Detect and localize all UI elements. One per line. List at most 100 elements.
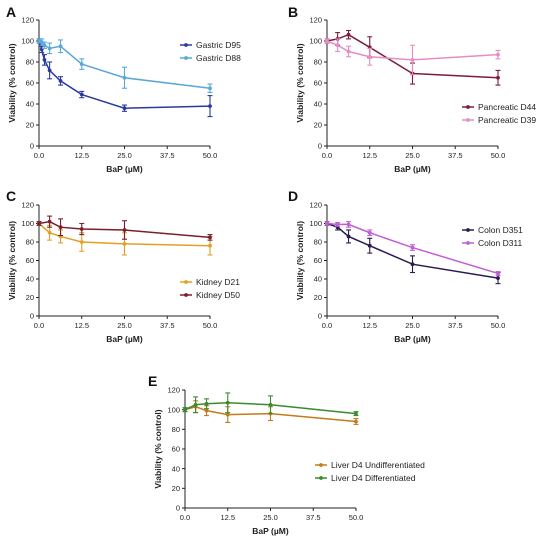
y-tick-label: 120 — [309, 201, 322, 210]
x-tick-label: 50.0 — [203, 151, 218, 160]
y-axis-label: Viability (% control) — [295, 221, 305, 300]
panel-label: B — [288, 4, 298, 20]
data-point — [58, 44, 63, 49]
data-point — [268, 402, 273, 407]
data-point — [496, 271, 500, 276]
legend-label: Gastric D88 — [196, 53, 241, 63]
data-point — [496, 52, 500, 57]
x-tick-label: 25.0 — [405, 321, 420, 330]
data-point — [208, 86, 212, 91]
data-point — [325, 221, 329, 226]
x-tick-label: 37.5 — [160, 321, 175, 330]
legend-marker — [184, 293, 188, 297]
chart-panel-c: C 0 20 40 60 80 100 120 0.0 12.5 25.0 37.5 50.0 BaP (… — [6, 188, 240, 344]
legend: Liver D4 Undifferentiated Liver D4 Differ… — [315, 460, 425, 483]
x-tick-label: 25.0 — [405, 151, 420, 160]
data-point — [122, 75, 127, 80]
x-tick-label: 12.5 — [362, 151, 377, 160]
data-point — [204, 408, 209, 413]
y-tick-label: 20 — [314, 121, 322, 130]
data-point — [346, 222, 351, 227]
data-point — [79, 92, 84, 97]
x-axis-label: BaP (µM) — [252, 526, 289, 536]
data-point — [354, 419, 358, 424]
x-tick-label: 25.0 — [117, 151, 132, 160]
legend-label: Pancreatic D44 — [478, 102, 536, 112]
y-tick-label: 20 — [314, 293, 322, 302]
y-tick-label: 100 — [21, 219, 34, 228]
data-point — [346, 234, 351, 239]
panel-label: D — [288, 188, 298, 204]
x-axis-label: BaP (µM) — [106, 334, 143, 344]
y-tick-label: 60 — [314, 256, 322, 265]
legend-label: Liver D4 Differentiated — [331, 473, 416, 483]
y-tick-label: 0 — [30, 312, 34, 321]
data-point — [335, 43, 340, 48]
y-tick-label: 80 — [26, 238, 34, 247]
data-point — [37, 221, 41, 226]
y-tick-label: 120 — [21, 16, 34, 25]
legend-marker — [184, 43, 188, 47]
y-axis-label: Viability (% control) — [7, 43, 17, 122]
x-axis-label: BaP (µM) — [394, 164, 431, 174]
y-tick-label: 40 — [26, 100, 34, 109]
legend-marker — [466, 241, 470, 245]
y-axis-label: Viability (% control) — [7, 221, 17, 300]
legend-marker — [319, 476, 323, 480]
legend-marker — [184, 56, 188, 60]
data-point — [79, 62, 84, 66]
y-tick-label: 0 — [318, 142, 322, 151]
y-axis-label: Viability (% control) — [153, 409, 163, 488]
data-point — [208, 243, 212, 248]
x-tick-label: 50.0 — [203, 321, 218, 330]
legend-label: Kidney D50 — [196, 290, 240, 300]
legend: Colon D351 Colon D311 — [462, 225, 523, 248]
y-tick-label: 60 — [26, 256, 34, 265]
data-point — [496, 75, 500, 80]
x-axis-label: BaP (µM) — [106, 164, 143, 174]
data-point — [367, 54, 372, 59]
data-point — [496, 276, 500, 280]
data-point — [204, 401, 209, 406]
legend-marker — [466, 118, 470, 122]
x-tick-label: 12.5 — [220, 513, 235, 522]
legend-marker — [319, 463, 323, 467]
series-1 — [182, 392, 359, 417]
legend-label: Gastric D95 — [196, 40, 241, 50]
data-point — [410, 245, 415, 250]
x-tick-label: 37.5 — [160, 151, 175, 160]
x-tick-label: 0.0 — [34, 151, 44, 160]
y-tick-label: 60 — [314, 79, 322, 88]
data-point — [193, 402, 198, 407]
data-point — [39, 40, 44, 44]
y-tick-label: 20 — [26, 293, 34, 302]
y-tick-label: 80 — [26, 58, 34, 67]
x-tick-label: 12.5 — [362, 321, 377, 330]
y-tick-label: 60 — [172, 445, 180, 454]
legend: Pancreatic D44 Pancreatic D39 — [462, 102, 536, 125]
panel-label: A — [6, 4, 16, 20]
x-tick-label: 0.0 — [34, 321, 44, 330]
data-point — [208, 235, 212, 240]
series-line — [326, 40, 499, 61]
x-tick-label: 0.0 — [180, 513, 190, 522]
legend-label: Kidney D21 — [196, 277, 240, 287]
panel-label: E — [148, 373, 157, 389]
x-tick-label: 37.5 — [306, 513, 321, 522]
data-point — [410, 58, 415, 62]
legend-label: Colon D351 — [478, 225, 523, 235]
y-tick-label: 120 — [167, 386, 180, 395]
data-point — [122, 228, 127, 232]
data-point — [410, 262, 415, 267]
legend-label: Pancreatic D39 — [478, 115, 536, 125]
data-point — [79, 227, 84, 231]
data-point — [58, 225, 63, 230]
legend-marker — [466, 105, 470, 109]
panel-label: C — [6, 188, 16, 204]
series-line — [184, 402, 357, 415]
data-point — [225, 400, 230, 405]
y-tick-label: 40 — [314, 100, 322, 109]
data-point — [47, 46, 52, 51]
y-tick-label: 100 — [21, 37, 34, 46]
